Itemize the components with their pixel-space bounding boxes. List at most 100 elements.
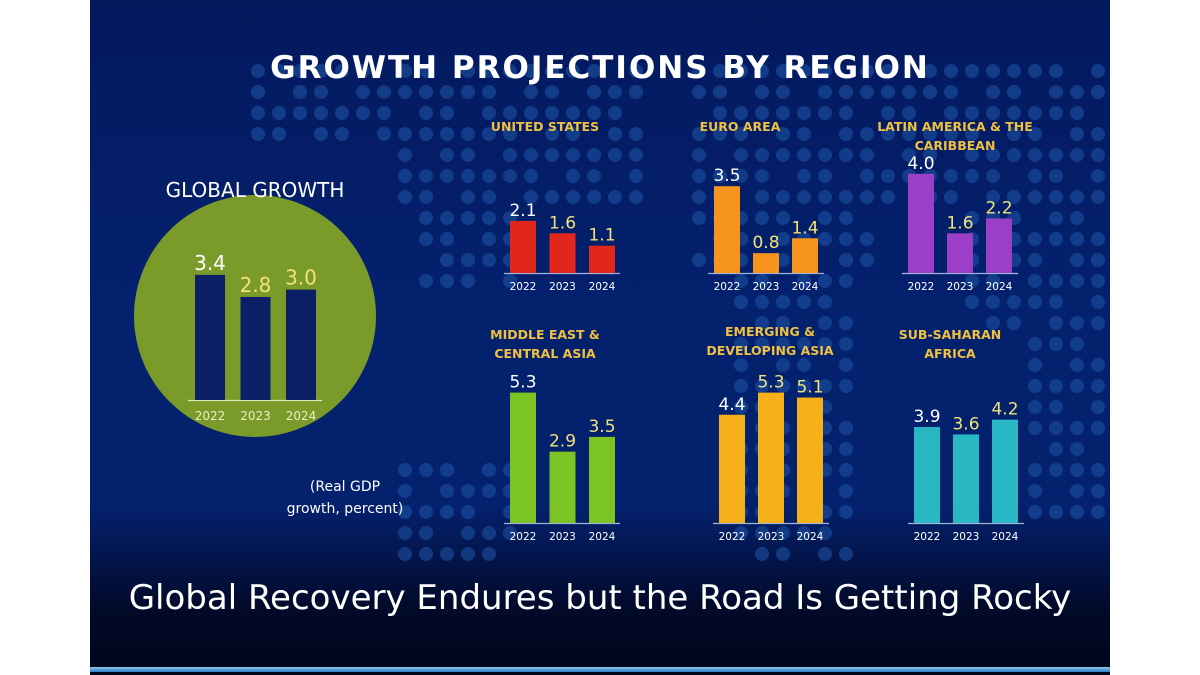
map-dot — [986, 274, 1000, 288]
map-dot — [482, 85, 496, 99]
map-dot — [1028, 127, 1042, 141]
bar-2023 — [549, 233, 576, 273]
year-tick-label: 2023 — [549, 281, 576, 293]
map-dot — [692, 253, 706, 267]
map-dot — [692, 148, 706, 162]
map-dot — [755, 316, 769, 330]
map-dot — [461, 547, 475, 561]
map-dot — [1049, 169, 1063, 183]
map-dot — [986, 169, 1000, 183]
region-title-line: SUB-SAHARAN — [898, 327, 1002, 342]
map-dot — [818, 148, 832, 162]
map-dot — [776, 148, 790, 162]
map-dot — [902, 106, 916, 120]
map-dot — [356, 85, 370, 99]
year-tick-label: 2022 — [719, 531, 746, 543]
map-dot — [566, 190, 580, 204]
map-dot — [1028, 190, 1042, 204]
bar-2024 — [286, 289, 316, 400]
map-dot — [482, 484, 496, 498]
map-dot — [860, 64, 874, 78]
map-dot — [1070, 274, 1084, 288]
map-dot — [356, 64, 370, 78]
map-dot — [503, 274, 517, 288]
map-dot — [440, 127, 454, 141]
map-dot — [713, 169, 727, 183]
map-dot — [1007, 316, 1021, 330]
chart-euro-area: 3.5 2022 0.8 2023 1.4 2024 — [708, 166, 824, 293]
map-dot — [419, 190, 433, 204]
map-dot — [1070, 253, 1084, 267]
map-dot — [860, 148, 874, 162]
map-dot — [734, 358, 748, 372]
map-dot — [1070, 337, 1084, 351]
map-dot — [776, 232, 790, 246]
value-label: 3.5 — [713, 166, 740, 186]
map-dot — [839, 442, 853, 456]
map-dot — [755, 274, 769, 288]
map-dot — [524, 64, 538, 78]
region-title-line: CARIBBEAN — [914, 138, 996, 153]
map-dot — [818, 190, 832, 204]
map-dot — [461, 211, 475, 225]
map-dot — [1028, 337, 1042, 351]
map-dot — [734, 169, 748, 183]
map-dot — [1091, 421, 1105, 435]
map-dot — [419, 463, 433, 477]
map-dot — [881, 106, 895, 120]
map-dot — [734, 274, 748, 288]
map-dot — [1070, 358, 1084, 372]
map-dot — [776, 64, 790, 78]
map-dot — [713, 85, 727, 99]
map-dot — [734, 127, 748, 141]
map-dot — [398, 64, 412, 78]
chart-latin-america-the-caribbean: 4.0 2022 1.6 2023 2.2 2024 — [902, 154, 1018, 293]
chart-global-growth: 3.4 2022 2.8 2023 3.0 2024 — [188, 251, 322, 423]
bar-2024 — [792, 238, 818, 273]
year-tick-label: 2022 — [510, 281, 537, 293]
bar-2023 — [953, 434, 979, 523]
map-dot — [776, 526, 790, 540]
map-dot — [965, 106, 979, 120]
map-dot — [419, 547, 433, 561]
map-dot — [461, 505, 475, 519]
region-title-united-states: UNITED STATES — [490, 119, 600, 134]
map-dot — [1091, 463, 1105, 477]
bar-2022 — [914, 427, 940, 523]
map-dot — [1028, 463, 1042, 477]
map-dot — [860, 169, 874, 183]
map-dot — [1049, 295, 1063, 309]
map-dot — [818, 232, 832, 246]
map-dot — [1028, 274, 1042, 288]
map-dot — [1049, 442, 1063, 456]
map-dot — [419, 106, 433, 120]
map-dot — [1070, 85, 1084, 99]
map-dot — [461, 526, 475, 540]
map-dot — [440, 106, 454, 120]
region-title-line: DEVELOPING ASIA — [706, 343, 834, 358]
map-dot — [482, 169, 496, 183]
value-label: 3.0 — [285, 266, 317, 290]
map-dot — [608, 190, 622, 204]
map-dot — [1049, 64, 1063, 78]
map-dot — [419, 232, 433, 246]
year-tick-label: 2024 — [286, 409, 317, 423]
map-dot — [1028, 484, 1042, 498]
map-dot — [755, 106, 769, 120]
map-dot — [545, 148, 559, 162]
value-label: 1.6 — [549, 213, 576, 233]
map-dot — [1028, 505, 1042, 519]
bar-2023 — [549, 451, 576, 523]
map-dot — [986, 190, 1000, 204]
map-dot — [839, 232, 853, 246]
map-dot — [776, 547, 790, 561]
map-dot — [1049, 106, 1063, 120]
value-label: 5.3 — [509, 373, 536, 393]
map-dot — [1091, 148, 1105, 162]
map-dot — [608, 148, 622, 162]
map-dot — [818, 106, 832, 120]
map-dot — [818, 85, 832, 99]
map-dot — [461, 274, 475, 288]
map-dot — [356, 106, 370, 120]
map-dot — [923, 127, 937, 141]
